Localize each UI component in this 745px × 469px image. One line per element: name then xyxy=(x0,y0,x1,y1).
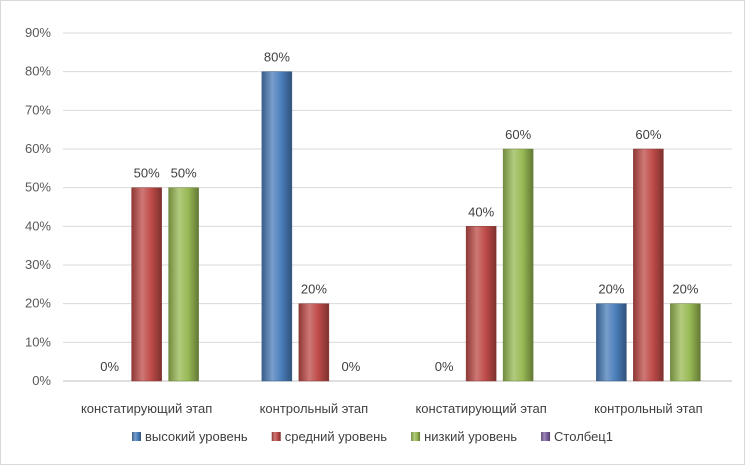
x-category-label: контрольный этап xyxy=(594,401,703,416)
data-label: 40% xyxy=(468,204,494,219)
bar xyxy=(596,303,627,382)
y-tick-label: 0% xyxy=(32,373,51,388)
bar xyxy=(298,303,330,382)
data-label: 0% xyxy=(341,359,360,374)
data-label: 0% xyxy=(100,359,119,374)
x-category-label: констатирующий этап xyxy=(415,401,546,416)
bar xyxy=(465,226,497,382)
y-tick-label: 70% xyxy=(25,102,51,117)
legend-label: Столбец1 xyxy=(554,429,613,444)
y-tick-label: 50% xyxy=(25,180,51,195)
legend-label: средний уровень xyxy=(285,429,388,444)
x-category-label: констатирующий этап xyxy=(81,401,212,416)
bars xyxy=(131,71,701,382)
data-label: 0% xyxy=(435,359,454,374)
data-label: 50% xyxy=(134,166,160,181)
data-label: 20% xyxy=(672,282,698,297)
data-label: 20% xyxy=(598,282,624,297)
y-axis-ticks: 0% 10% 20% 30% 40% 50% 60% 70% 80% 90% xyxy=(25,25,51,388)
bar xyxy=(670,303,701,382)
bar xyxy=(131,187,162,382)
data-label: 60% xyxy=(505,127,531,142)
bar xyxy=(261,71,293,382)
data-labels: 0% 50% 50% 80% 20% 0% 0% 40% 60% 20% 60% 20% xyxy=(100,50,699,374)
legend-label: низкий уровень xyxy=(424,429,517,444)
legend-label: высокий уровень xyxy=(145,429,248,444)
x-axis-categories: констатирующий этап контрольный этап конст… xyxy=(81,401,703,416)
bar xyxy=(633,148,664,382)
bar xyxy=(502,148,534,382)
x-category-label: контрольный этап xyxy=(260,401,369,416)
data-label: 80% xyxy=(264,50,290,65)
y-tick-label: 30% xyxy=(25,257,51,272)
y-tick-label: 40% xyxy=(25,218,51,233)
legend-swatch xyxy=(411,432,421,441)
y-tick-label: 90% xyxy=(25,25,51,40)
legend: высокий уровень средний уровень низкий уро… xyxy=(132,429,613,444)
data-label: 20% xyxy=(301,282,327,297)
y-tick-label: 10% xyxy=(25,334,51,349)
legend-swatch xyxy=(541,432,551,441)
data-label: 50% xyxy=(171,166,197,181)
gridlines xyxy=(63,32,732,382)
y-tick-label: 20% xyxy=(25,296,51,311)
y-tick-label: 80% xyxy=(25,64,51,79)
legend-swatch xyxy=(132,432,142,441)
bar xyxy=(168,187,199,382)
legend-swatch xyxy=(271,432,281,441)
data-label: 60% xyxy=(635,127,661,142)
y-tick-label: 60% xyxy=(25,141,51,156)
